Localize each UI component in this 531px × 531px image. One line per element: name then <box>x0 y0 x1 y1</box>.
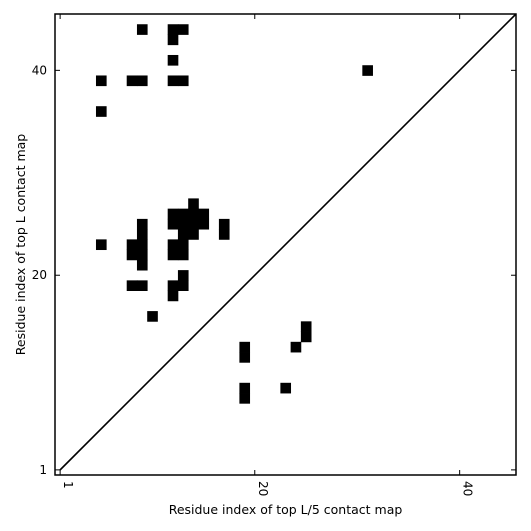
contact-cell-top-l <box>188 218 199 230</box>
contact-cell-top-l5 <box>239 352 251 363</box>
y-tick-label: 1 <box>39 463 47 477</box>
contact-cell-top-l <box>188 198 199 210</box>
contact-cell-top-l <box>177 208 189 220</box>
contact-cell-top-l <box>136 24 148 35</box>
contact-cell-top-l <box>177 280 189 291</box>
diagonal-line <box>59 13 517 471</box>
contact-cell-top-l <box>136 229 148 240</box>
contact-cell-top-l5 <box>239 393 251 404</box>
contact-cell-top-l <box>177 249 189 261</box>
contact-cell-top-l <box>126 75 138 87</box>
contact-cell-top-l5 <box>239 382 251 394</box>
contact-cell-top-l <box>218 229 230 240</box>
contact-cell-top-l <box>147 311 158 322</box>
contact-cell-top-l <box>177 75 189 87</box>
contact-cell-top-l5 <box>280 382 292 394</box>
contact-cell-top-l <box>198 218 210 230</box>
contact-cell-top-l <box>218 218 230 230</box>
contact-cell-top-l <box>136 249 148 261</box>
contact-cell-top-l <box>177 270 189 281</box>
contact-cell-top-l <box>167 208 179 220</box>
y-tick-label: 20 <box>32 268 47 282</box>
contact-cell-top-l <box>136 259 148 271</box>
contact-cell-top-l5 <box>300 321 312 332</box>
plot-frame <box>54 13 517 476</box>
axis-ticks: 1 20 40 1 20 40 <box>32 14 516 496</box>
contact-cell-top-l <box>177 239 189 251</box>
contact-cell-top-l <box>95 239 107 251</box>
contact-cell-top-l <box>126 280 138 291</box>
contact-cell-top-l5 <box>300 331 312 343</box>
contact-cell-top-l <box>177 24 189 35</box>
contact-cell-top-l <box>188 229 199 240</box>
x-tick-label: 20 <box>256 481 270 496</box>
contact-cell-top-l <box>167 239 179 251</box>
y-axis-label: Residue index of top L contact map <box>13 134 28 355</box>
contact-cell-top-l5 <box>362 65 373 76</box>
contact-cell-top-l5 <box>290 341 302 353</box>
contact-cells <box>95 24 373 404</box>
contact-cell-top-l <box>167 218 179 230</box>
contact-cell-top-l <box>136 75 148 87</box>
contact-cell-top-l <box>167 280 179 291</box>
contact-cell-top-l5 <box>239 341 251 353</box>
y-tick-label: 40 <box>32 63 47 77</box>
x-tick-label: 1 <box>61 481 75 489</box>
contact-cell-top-l <box>167 75 179 87</box>
contact-cell-top-l <box>126 249 138 261</box>
contact-cell-top-l <box>95 106 107 117</box>
contact-cell-top-l <box>126 239 138 251</box>
contact-cell-top-l <box>167 249 179 261</box>
contact-cell-top-l <box>136 218 148 230</box>
contact-cell-top-l <box>167 290 179 302</box>
contact-cell-top-l <box>167 24 179 35</box>
contact-cell-top-l <box>177 229 189 240</box>
x-tick-label: 40 <box>461 481 475 496</box>
contact-cell-top-l <box>95 75 107 87</box>
contact-cell-top-l <box>167 34 179 46</box>
contact-cell-top-l <box>188 208 199 220</box>
contact-cell-top-l <box>136 239 148 251</box>
contact-cell-top-l <box>167 54 179 66</box>
contact-cell-top-l <box>177 218 189 230</box>
contact-cell-top-l <box>136 280 148 291</box>
contact-cell-top-l <box>198 208 210 220</box>
x-axis-label: Residue index of top L/5 contact map <box>169 502 403 517</box>
